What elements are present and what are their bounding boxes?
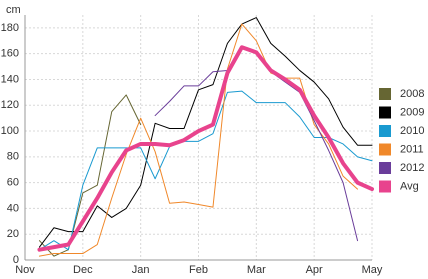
series-line [38,23,359,257]
y-tick-label: 180 [1,22,19,34]
x-tick-label: Nov [15,264,35,276]
series-line [37,45,374,252]
legend-label: Avg [400,180,419,192]
legend-label: 2010 [400,125,424,137]
y-tick-label: 100 [1,125,19,137]
legend-swatch [379,143,391,156]
y-tick-label: 60 [7,177,19,189]
x-tick-label: Jan [132,264,150,276]
legend-swatch [379,106,391,119]
legend-label: 2009 [400,106,424,118]
x-tick-label: Dec [73,264,93,276]
legend-label: 2012 [400,162,424,174]
legend-swatch [379,162,391,174]
legend-swatch [379,125,391,137]
legend-label: 2011 [400,143,424,155]
legend-swatch [379,180,391,193]
legend-label: 2008 [400,88,424,100]
y-tick-label: 160 [1,48,19,60]
y-axis-label: cm [6,4,21,16]
y-tick-label: 20 [7,228,19,240]
series-line [38,94,142,257]
x-tick-label: Feb [189,264,208,276]
x-tick-label: Mar [247,264,266,276]
y-tick-label: 120 [1,99,19,111]
legend-swatch [379,88,391,100]
series-line [38,17,373,248]
y-tick-label: 0 [13,254,19,266]
y-tick-label: 140 [1,73,19,85]
series-line [38,90,373,251]
y-tick-label: 40 [7,202,19,214]
x-tick-label: Apr [306,264,323,276]
x-tick-label: May [362,264,383,276]
y-tick-label: 80 [7,151,19,163]
